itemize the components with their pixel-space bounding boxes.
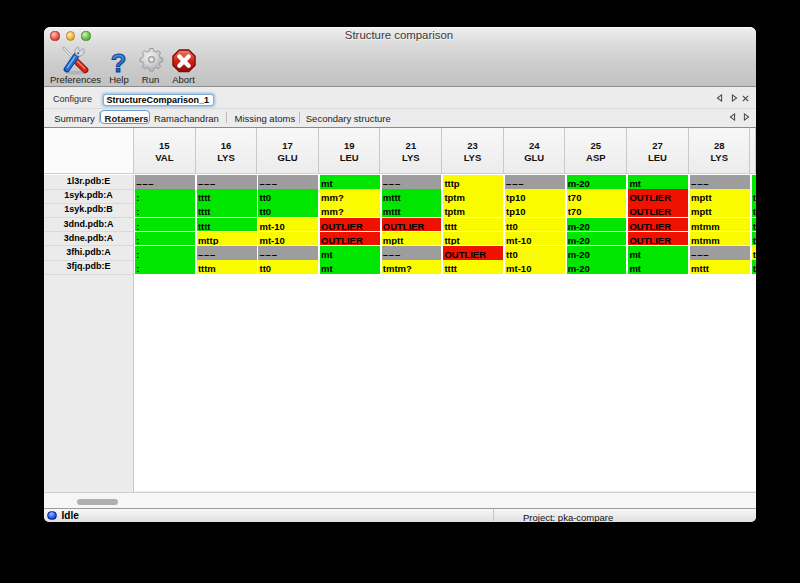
svg-text:?: ? bbox=[111, 49, 127, 77]
